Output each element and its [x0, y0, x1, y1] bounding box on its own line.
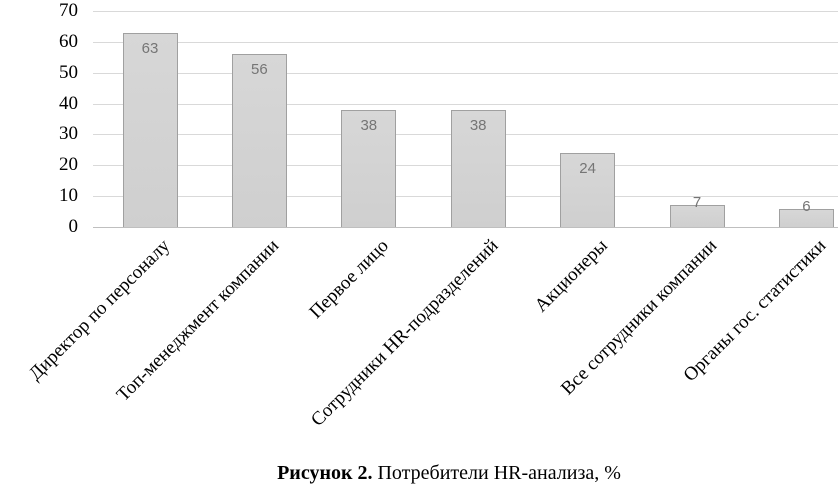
figure-caption: Рисунок 2. Потребители HR-анализа, %	[277, 462, 621, 485]
bar: 24	[560, 152, 616, 227]
x-category-label: Акционеры	[530, 235, 612, 317]
x-category-label: Директор по персоналу	[24, 235, 175, 385]
gridline	[93, 72, 838, 74]
gridline	[93, 11, 838, 12]
bar-value-label: 7	[692, 194, 702, 212]
y-tick-label: 70	[59, 0, 78, 22]
y-tick-label: 40	[59, 92, 78, 114]
bar: 6	[778, 198, 834, 227]
y-tick-label: 0	[68, 216, 79, 238]
bar-value-label: 63	[141, 39, 159, 57]
bar-value-label: 38	[360, 116, 378, 134]
bar-value-label: 38	[469, 116, 487, 134]
y-tick-label: 60	[59, 30, 78, 52]
gridline	[93, 103, 838, 105]
x-category-label: Сотрудники HR-подразделений	[306, 235, 503, 431]
plot-area: 63 56 38 38 24 7 6	[93, 11, 838, 228]
bar: 38	[341, 109, 397, 227]
x-category-label: Первое лицо	[305, 235, 393, 323]
figure-caption-label: Рисунок 2.	[277, 462, 373, 484]
bar-value-label: 56	[251, 61, 268, 79]
y-tick-label: 30	[59, 123, 78, 145]
x-category-label: Топ-менеджмент компании	[113, 235, 284, 406]
figure-caption-text: Потребители HR-анализа, %	[377, 462, 621, 484]
x-category-label: Органы гос. статистики	[679, 235, 831, 386]
bar: 7	[669, 194, 725, 227]
bar-value-label: 24	[579, 159, 596, 177]
bar-value-label: 6	[802, 197, 811, 215]
bar: 56	[231, 54, 287, 227]
y-tick-label: 10	[59, 185, 78, 207]
bar: 38	[450, 109, 506, 227]
gridline	[93, 41, 838, 43]
y-tick-label: 50	[59, 61, 78, 83]
x-category-label: Все сотрудники компании	[557, 235, 722, 400]
y-axis: 0 10 20 30 40 50 60 70	[0, 0, 85, 240]
y-tick-label: 20	[59, 154, 78, 176]
bar: 63	[122, 32, 178, 227]
